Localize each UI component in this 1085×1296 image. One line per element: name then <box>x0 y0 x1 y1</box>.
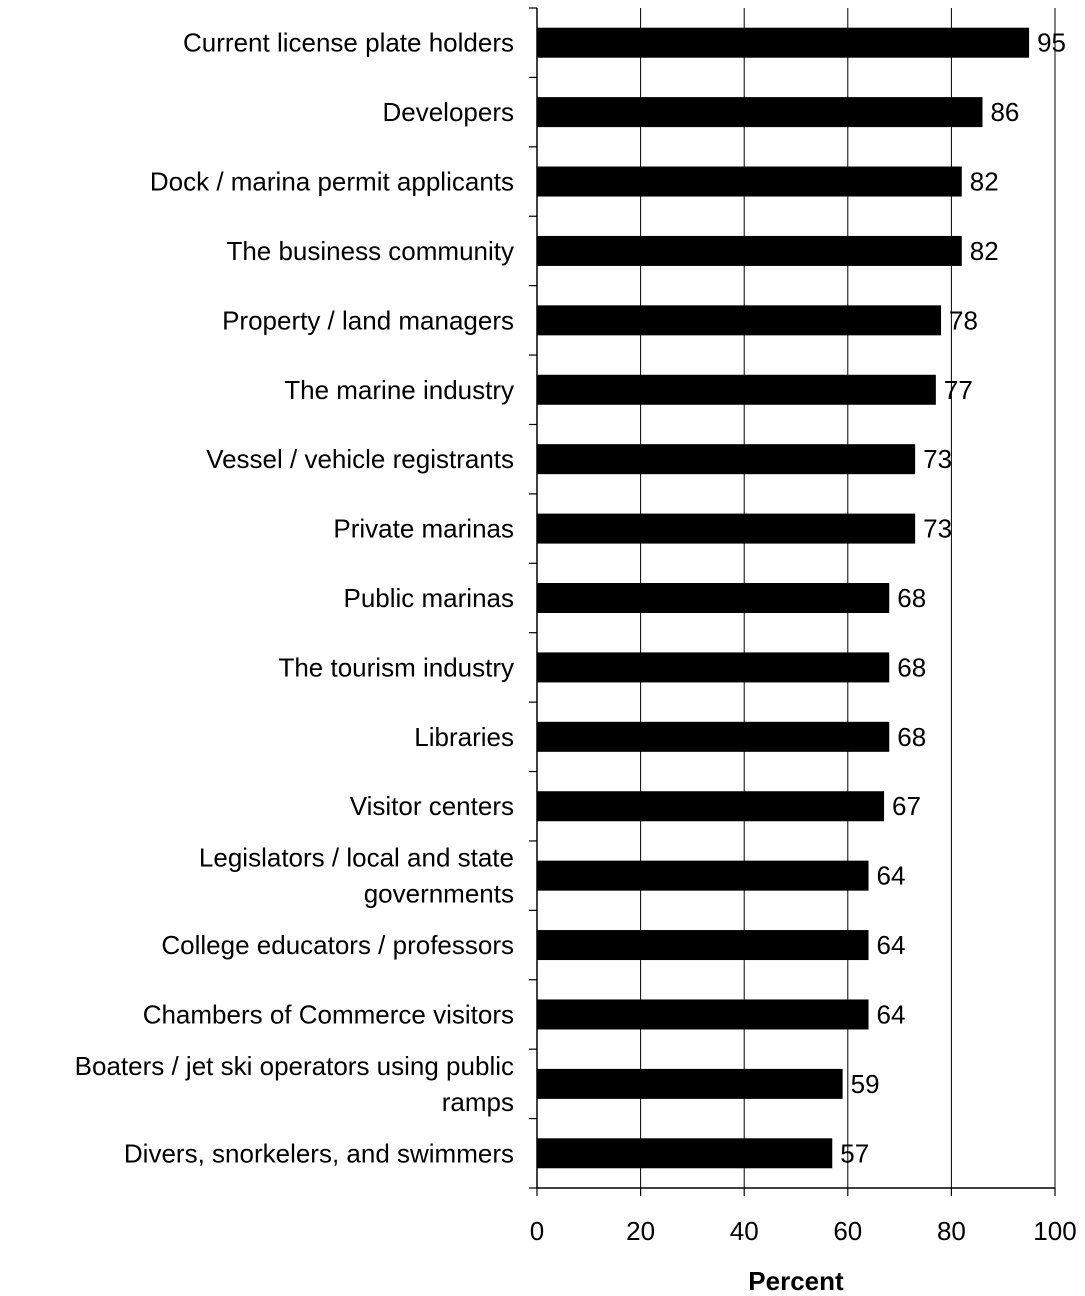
bar <box>537 444 916 475</box>
category-label-line: Divers, snorkelers, and swimmers <box>124 1138 514 1168</box>
x-tick-label: 20 <box>626 1216 655 1246</box>
category-label-line: Visitor centers <box>350 791 514 821</box>
category-label-line: Private marinas <box>333 514 514 544</box>
category-label-line: Developers <box>382 97 514 127</box>
category-label-line: Dock / marina permit applicants <box>150 167 514 197</box>
category-label-line: The business community <box>226 236 514 266</box>
category-label: Vessel / vehicle registrants <box>206 444 514 474</box>
bar <box>537 27 1030 58</box>
category-label-line: Legislators / local and state <box>199 843 514 873</box>
category-label-line: Current license plate holders <box>183 28 514 58</box>
axes <box>529 7 1056 1196</box>
category-label: Property / land managers <box>222 305 514 335</box>
data-label: 82 <box>970 167 999 197</box>
category-label: The marine industry <box>284 375 514 405</box>
bar <box>537 513 916 544</box>
category-label-line: Vessel / vehicle registrants <box>206 444 514 474</box>
category-label-line: The marine industry <box>284 375 514 405</box>
data-label: 86 <box>990 97 1019 127</box>
bar <box>537 97 983 128</box>
category-label: Public marinas <box>343 583 514 613</box>
category-label: Chambers of Commerce visitors <box>143 999 514 1029</box>
x-tick-label: 80 <box>937 1216 966 1246</box>
bar <box>537 1068 843 1099</box>
data-label: 68 <box>897 652 926 682</box>
data-label: 64 <box>877 861 906 891</box>
data-label: 73 <box>923 444 952 474</box>
bar <box>537 583 890 613</box>
category-label-line: Libraries <box>414 722 514 752</box>
data-label: 59 <box>851 1069 880 1099</box>
category-label: Dock / marina permit applicants <box>150 167 514 197</box>
category-label: Libraries <box>414 722 514 752</box>
category-label-line: The tourism industry <box>278 652 514 682</box>
category-label: Current license plate holders <box>183 28 514 58</box>
category-label: The business community <box>226 236 514 266</box>
x-tick-label: 0 <box>530 1216 544 1246</box>
bar <box>537 235 962 266</box>
bar <box>537 791 885 822</box>
x-tick-label: 100 <box>1033 1216 1076 1246</box>
category-labels: Current license plate holders Developers D… <box>75 28 514 1169</box>
bar <box>537 166 962 197</box>
category-label: The tourism industry <box>278 652 514 682</box>
bar <box>537 374 936 405</box>
category-label: College educators / professors <box>161 930 514 960</box>
category-label: Visitor centers <box>350 791 514 821</box>
x-tick-labels: 0 20 40 60 80 100 <box>530 1216 1077 1246</box>
bar <box>537 860 869 891</box>
category-label-line: ramps <box>442 1087 514 1117</box>
category-label: Developers <box>382 97 514 127</box>
data-label: 77 <box>944 375 973 405</box>
data-label: 67 <box>892 791 921 821</box>
category-label: Boaters / jet ski operators using public… <box>75 1051 514 1117</box>
bar <box>537 721 890 752</box>
bars <box>537 27 1030 1169</box>
data-label: 95 <box>1037 28 1066 58</box>
category-label: Legislators / local and state governments <box>199 843 514 909</box>
data-label: 64 <box>877 999 906 1029</box>
bar <box>537 652 890 683</box>
data-label: 68 <box>897 583 926 613</box>
x-tick-label: 60 <box>833 1216 862 1246</box>
data-label: 82 <box>970 236 999 266</box>
data-label: 78 <box>949 305 978 335</box>
data-label: 68 <box>897 722 926 752</box>
category-label: Divers, snorkelers, and swimmers <box>124 1138 514 1168</box>
category-label-line: Chambers of Commerce visitors <box>143 999 514 1029</box>
category-label-line: Boaters / jet ski operators using public <box>75 1051 514 1081</box>
category-label-line: governments <box>364 879 514 909</box>
bar <box>537 1138 833 1169</box>
category-label-line: Public marinas <box>343 583 514 613</box>
x-axis-title: Percent <box>748 1266 844 1296</box>
bar <box>537 305 942 336</box>
data-label: 73 <box>923 514 952 544</box>
category-label-line: College educators / professors <box>161 930 514 960</box>
category-label-line: Property / land managers <box>222 305 514 335</box>
x-tick-label: 40 <box>730 1216 759 1246</box>
data-label: 64 <box>877 930 906 960</box>
category-label: Private marinas <box>333 514 514 544</box>
bar <box>537 930 869 961</box>
data-labels: 95 86 82 82 78 77 73 73 68 68 68 67 64 64 64 59 57 <box>840 28 1066 1169</box>
bar <box>537 999 869 1030</box>
data-label: 57 <box>840 1138 869 1168</box>
